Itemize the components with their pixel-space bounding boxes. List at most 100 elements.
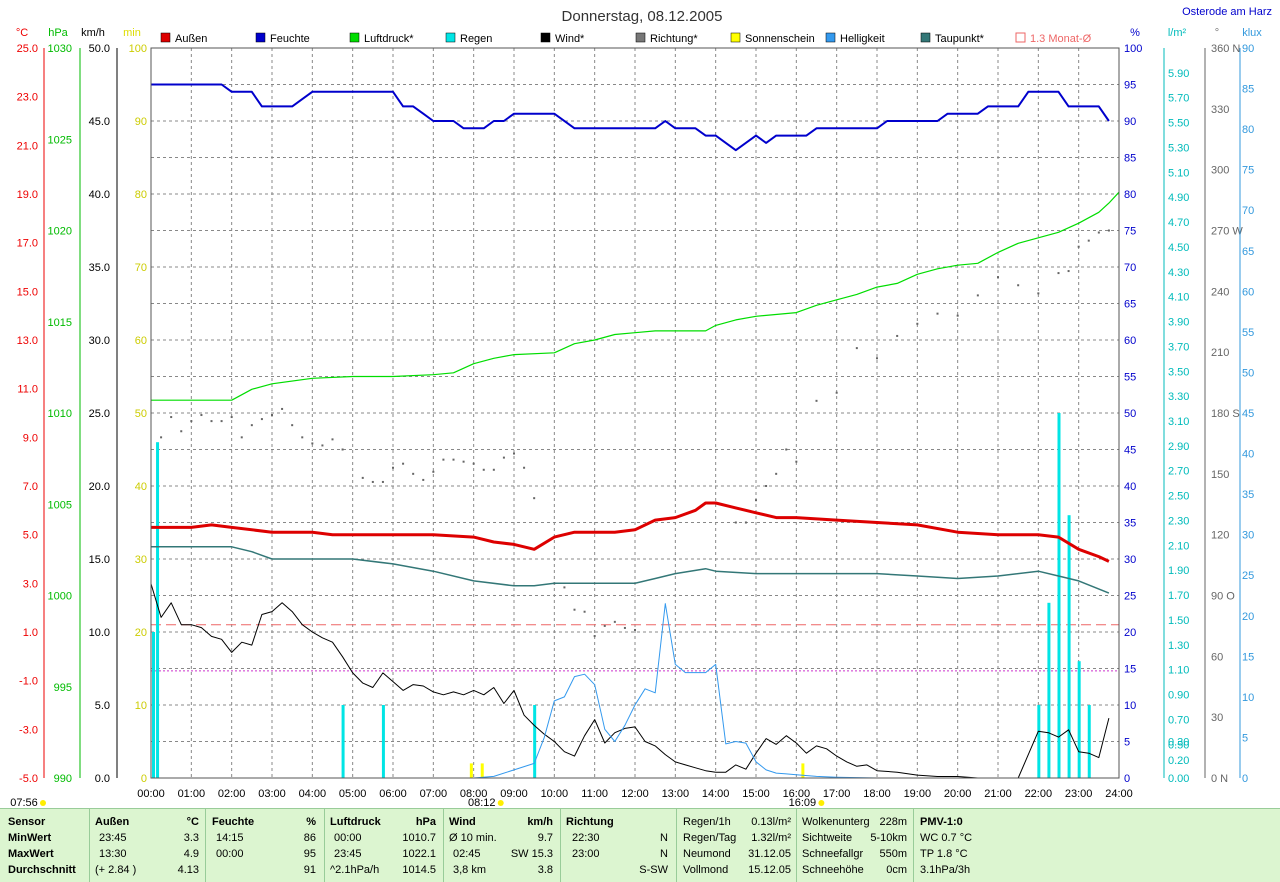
legend-label: Regen xyxy=(460,33,492,45)
rain-tick-label: 0.70 xyxy=(1168,714,1189,726)
stats-richtung-column: Richtung 22:30 N 23:00 N S-SW xyxy=(566,809,672,882)
humidity-tick-label: 75 xyxy=(1124,226,1136,238)
stats-cell: Schneehöhe xyxy=(802,864,864,876)
stats-cell: Vollmond xyxy=(683,864,729,876)
temp-tick-label: -5.0 xyxy=(19,773,38,785)
temp-tick-label: 19.0 xyxy=(17,189,38,201)
direction-point xyxy=(513,452,515,455)
direction-tick-label: 60 xyxy=(1211,651,1223,663)
direction-point xyxy=(634,628,636,631)
stats-cell: 3,8 km xyxy=(453,864,487,876)
stats-cell: S-SW xyxy=(639,864,668,876)
stats-separator xyxy=(89,809,90,882)
brightness-tick-label: 25 xyxy=(1242,570,1254,582)
stats-row-label: MaxWert xyxy=(8,848,54,860)
location-label: Osterode am Harz xyxy=(1182,6,1272,18)
stats-sensor-column: Sensor MinWert MaxWert Durchschnitt xyxy=(8,809,88,882)
direction-point xyxy=(412,472,415,475)
stats-cell: Ø 10 min. xyxy=(449,832,497,844)
direction-point xyxy=(230,416,233,419)
stats-cell: Regen/Tag xyxy=(683,832,737,844)
direction-tick-label: 240 xyxy=(1211,286,1229,298)
stats-cell: 95 xyxy=(303,848,316,860)
brightness-tick-label: 10 xyxy=(1242,692,1254,704)
legend-swatch xyxy=(730,32,741,43)
stats-cell: 86 xyxy=(303,832,316,844)
direction-point xyxy=(331,438,334,441)
humidity-tick-label: 25 xyxy=(1124,591,1136,603)
direction-point xyxy=(452,458,455,461)
temp-tick-label: 13.0 xyxy=(17,335,38,347)
temp-tick-label: 23.0 xyxy=(17,92,38,104)
series-line-feuchte xyxy=(151,83,1110,152)
direction-tick-label: 300 xyxy=(1211,165,1229,177)
humidity-tick-label: 35 xyxy=(1124,518,1136,530)
stats-cell: 13:30 xyxy=(99,848,127,860)
legend-label: Helligkeit xyxy=(840,33,885,45)
humidity-tick-label: 60 xyxy=(1124,335,1136,347)
pressure-tick-label: 1015 xyxy=(48,317,72,329)
stats-aussen-unit: °C xyxy=(186,816,199,828)
direction-point xyxy=(956,314,959,317)
temp-tick-label: 7.0 xyxy=(23,481,38,493)
direction-point xyxy=(422,478,425,481)
rain-tick-label: 0.90 xyxy=(1168,690,1189,702)
direction-point xyxy=(482,468,485,471)
direction-point xyxy=(1067,270,1070,273)
brightness-tick-label: 50 xyxy=(1242,367,1254,379)
temp-tick-label: 5.0 xyxy=(23,530,38,542)
rain-tick-label: 2.90 xyxy=(1168,441,1189,453)
brightness-tick-label: 65 xyxy=(1242,246,1254,258)
brightness-tick-label: 15 xyxy=(1242,651,1254,663)
stats-regen-column: Regen/1h 0.13l/m² Regen/Tag 1.32l/m² Neumo… xyxy=(683,809,791,882)
wind-tick-label: 20.0 xyxy=(89,481,110,493)
rain-unit-label: l/m² xyxy=(1168,27,1187,39)
legend-swatch xyxy=(1015,32,1026,43)
direction-point xyxy=(492,468,495,471)
stats-cell: Wolkenunterg xyxy=(802,816,870,828)
sunshine-tick-label: 50 xyxy=(135,408,147,420)
x-tick-label: 15:00 xyxy=(742,788,770,800)
stats-cell: 23:00 xyxy=(572,848,600,860)
x-tick-label: 05:00 xyxy=(339,788,367,800)
pressure-tick-label: 1030 xyxy=(48,43,72,55)
direction-point xyxy=(734,521,737,524)
series-lines xyxy=(150,83,1120,779)
temp-tick-label: 9.0 xyxy=(23,432,38,444)
stats-cell: Schneefallgr xyxy=(802,848,864,860)
direction-point xyxy=(523,466,526,469)
stats-cell: 3.1hPa/3h xyxy=(920,864,971,876)
direction-point xyxy=(432,470,435,473)
direction-point xyxy=(623,626,626,629)
sunshine-tick-label: 30 xyxy=(135,554,147,566)
stats-separator xyxy=(205,809,206,882)
stats-cell: 0.13l/m² xyxy=(751,816,791,828)
stats-pmv-header: PMV-1:0 xyxy=(920,816,963,828)
direction-point xyxy=(281,407,284,410)
stats-separator xyxy=(796,809,797,882)
sunshine-bar xyxy=(480,763,484,778)
humidity-tick-label: 80 xyxy=(1124,189,1136,201)
sun-marker-label: 08:12 xyxy=(468,797,496,808)
stats-cell: Regen/1h xyxy=(683,816,731,828)
rain-bar xyxy=(152,632,156,778)
legend-swatch xyxy=(920,32,931,43)
reference-lines xyxy=(151,624,1119,672)
legend-label: Luftdruck* xyxy=(364,33,414,45)
legend-swatch xyxy=(635,32,646,43)
sunshine-tick-label: 70 xyxy=(135,262,147,274)
direction-point xyxy=(583,610,586,613)
direction-point xyxy=(341,448,344,451)
series-line-taupunkt xyxy=(151,546,1110,594)
rain-bar xyxy=(1037,705,1041,778)
sun-marker-dot xyxy=(818,800,825,806)
sun-markers: 07:56 08:12 16:09 xyxy=(10,797,825,808)
direction-point xyxy=(472,462,475,465)
x-tick-label: 22:00 xyxy=(1025,788,1053,800)
wind-tick-label: 40.0 xyxy=(89,189,110,201)
wind-tick-label: 0.0 xyxy=(95,773,110,785)
rain-bar xyxy=(1077,661,1081,778)
stats-cell: Neumond xyxy=(683,848,731,860)
x-tick-label: 06:00 xyxy=(379,788,407,800)
stats-cell: 31.12.05 xyxy=(748,848,791,860)
